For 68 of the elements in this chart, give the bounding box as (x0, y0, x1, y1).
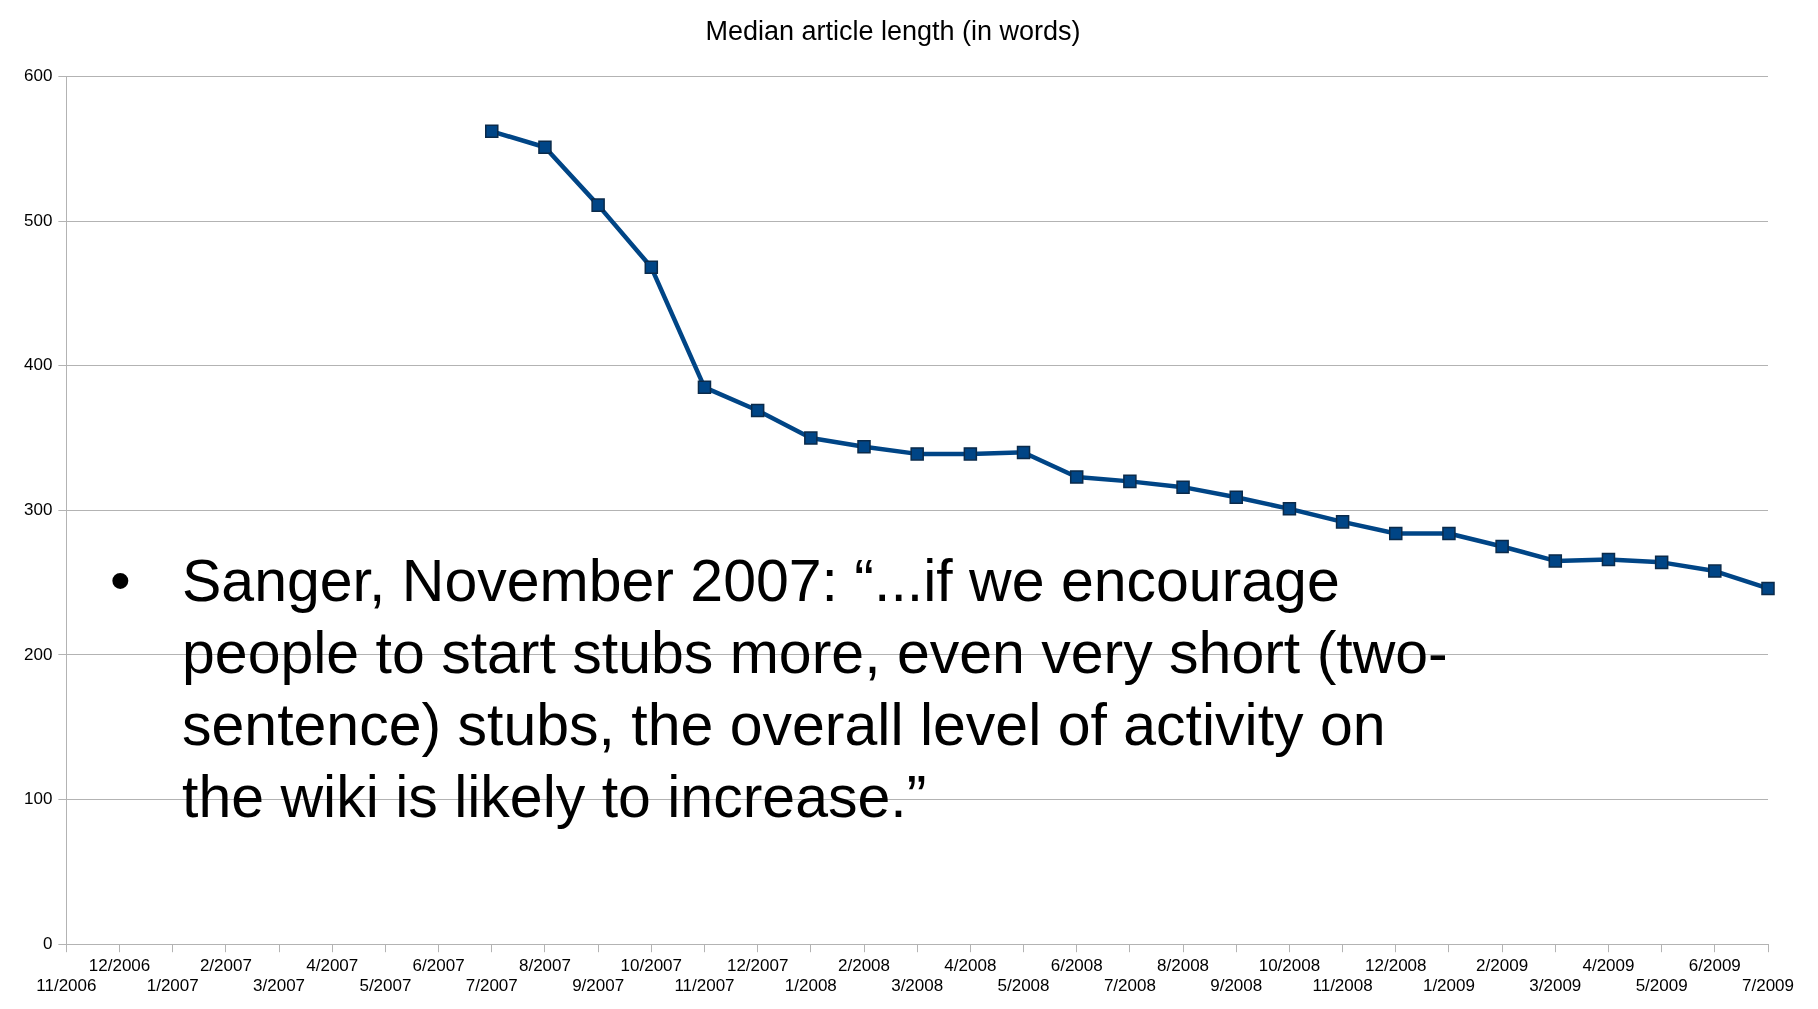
point (1069, 470, 1084, 484)
point (963, 447, 978, 461)
point (1548, 554, 1563, 568)
x-tick-label: 2/2007 (199, 956, 252, 976)
x-tick-label: 11/2007 (674, 976, 735, 996)
y-tick-label: 100 (23, 789, 53, 809)
x-tick-label: 11/2006 (36, 976, 97, 996)
point (1761, 581, 1775, 596)
x-tick-label: 9/2007 (572, 976, 625, 996)
x-tick-label: 1/2008 (784, 976, 837, 996)
point (1123, 474, 1137, 489)
y-tick-label: 600 (23, 66, 53, 86)
x-tick-label: 11/2008 (1312, 976, 1373, 996)
y-tick-label: 400 (23, 355, 53, 375)
x-tick-label: 8/2007 (518, 956, 571, 976)
x-tick-label: 3/2007 (253, 976, 306, 996)
point (538, 140, 552, 155)
annotation: Sanger, November 2007: “...if we encourage people to start stubs more, even very short (two-sentence) stubs, the overall level of activity on the wiki is likely to increase.” (182, 547, 1449, 832)
point (1176, 480, 1190, 494)
point (1389, 526, 1403, 541)
x-tick-label: 4/2007 (306, 956, 359, 976)
x-tick-label: 3/2009 (1529, 976, 1582, 996)
x-tick-label: 6/2008 (1050, 956, 1103, 976)
x-tick-label: 12/2007 (726, 956, 789, 976)
x-tick-label: 1/2009 (1422, 976, 1475, 996)
x-tick-label: 5/2009 (1635, 976, 1688, 996)
x-tick-label: 12/2006 (88, 956, 151, 976)
y-tick-label: 0 (42, 933, 53, 953)
y-tick-label: 500 (23, 210, 53, 230)
annotation: • (110, 547, 132, 616)
x-tick-label: 2/2008 (838, 956, 891, 976)
x-tick-label: 10/2008 (1258, 956, 1321, 976)
point (697, 380, 712, 395)
point (1282, 502, 1297, 516)
point (591, 198, 605, 212)
point (1601, 552, 1616, 567)
x-tick-label: 5/2008 (997, 976, 1050, 996)
point (1016, 445, 1031, 460)
point (1708, 564, 1722, 578)
x-tick-label: 7/2007 (465, 976, 518, 996)
x-tick-label: 8/2008 (1157, 956, 1210, 976)
y-tick-label: 200 (23, 644, 53, 664)
x-tick-label: 10/2007 (620, 956, 683, 976)
x-tick-label: 7/2009 (1742, 976, 1794, 996)
x-tick-label: 1/2007 (146, 976, 199, 996)
point (644, 260, 659, 275)
point (1654, 555, 1669, 570)
x-tick-label: 3/2008 (891, 976, 944, 996)
chart-title: Median article length (in words) (705, 15, 1081, 46)
x-tick-label: 4/2008 (944, 956, 997, 976)
x-tick-label: 6/2009 (1688, 956, 1741, 976)
x-tick-label: 9/2008 (1210, 976, 1263, 996)
point (1495, 539, 1509, 554)
point (1229, 490, 1243, 505)
point (750, 403, 765, 418)
point (485, 124, 499, 139)
point (1335, 515, 1350, 529)
x-tick-label: 2/2009 (1476, 956, 1529, 976)
x-tick-label: 4/2009 (1582, 956, 1635, 976)
point (857, 439, 871, 454)
x-tick-label: 12/2008 (1365, 956, 1427, 976)
x-tick-label: 5/2007 (359, 976, 412, 996)
point (804, 431, 818, 445)
point (910, 447, 924, 461)
point (1442, 526, 1456, 541)
x-tick-label: 7/2008 (1103, 976, 1156, 996)
y-tick-label: 300 (23, 499, 53, 519)
x-tick-label: 6/2007 (412, 956, 465, 976)
